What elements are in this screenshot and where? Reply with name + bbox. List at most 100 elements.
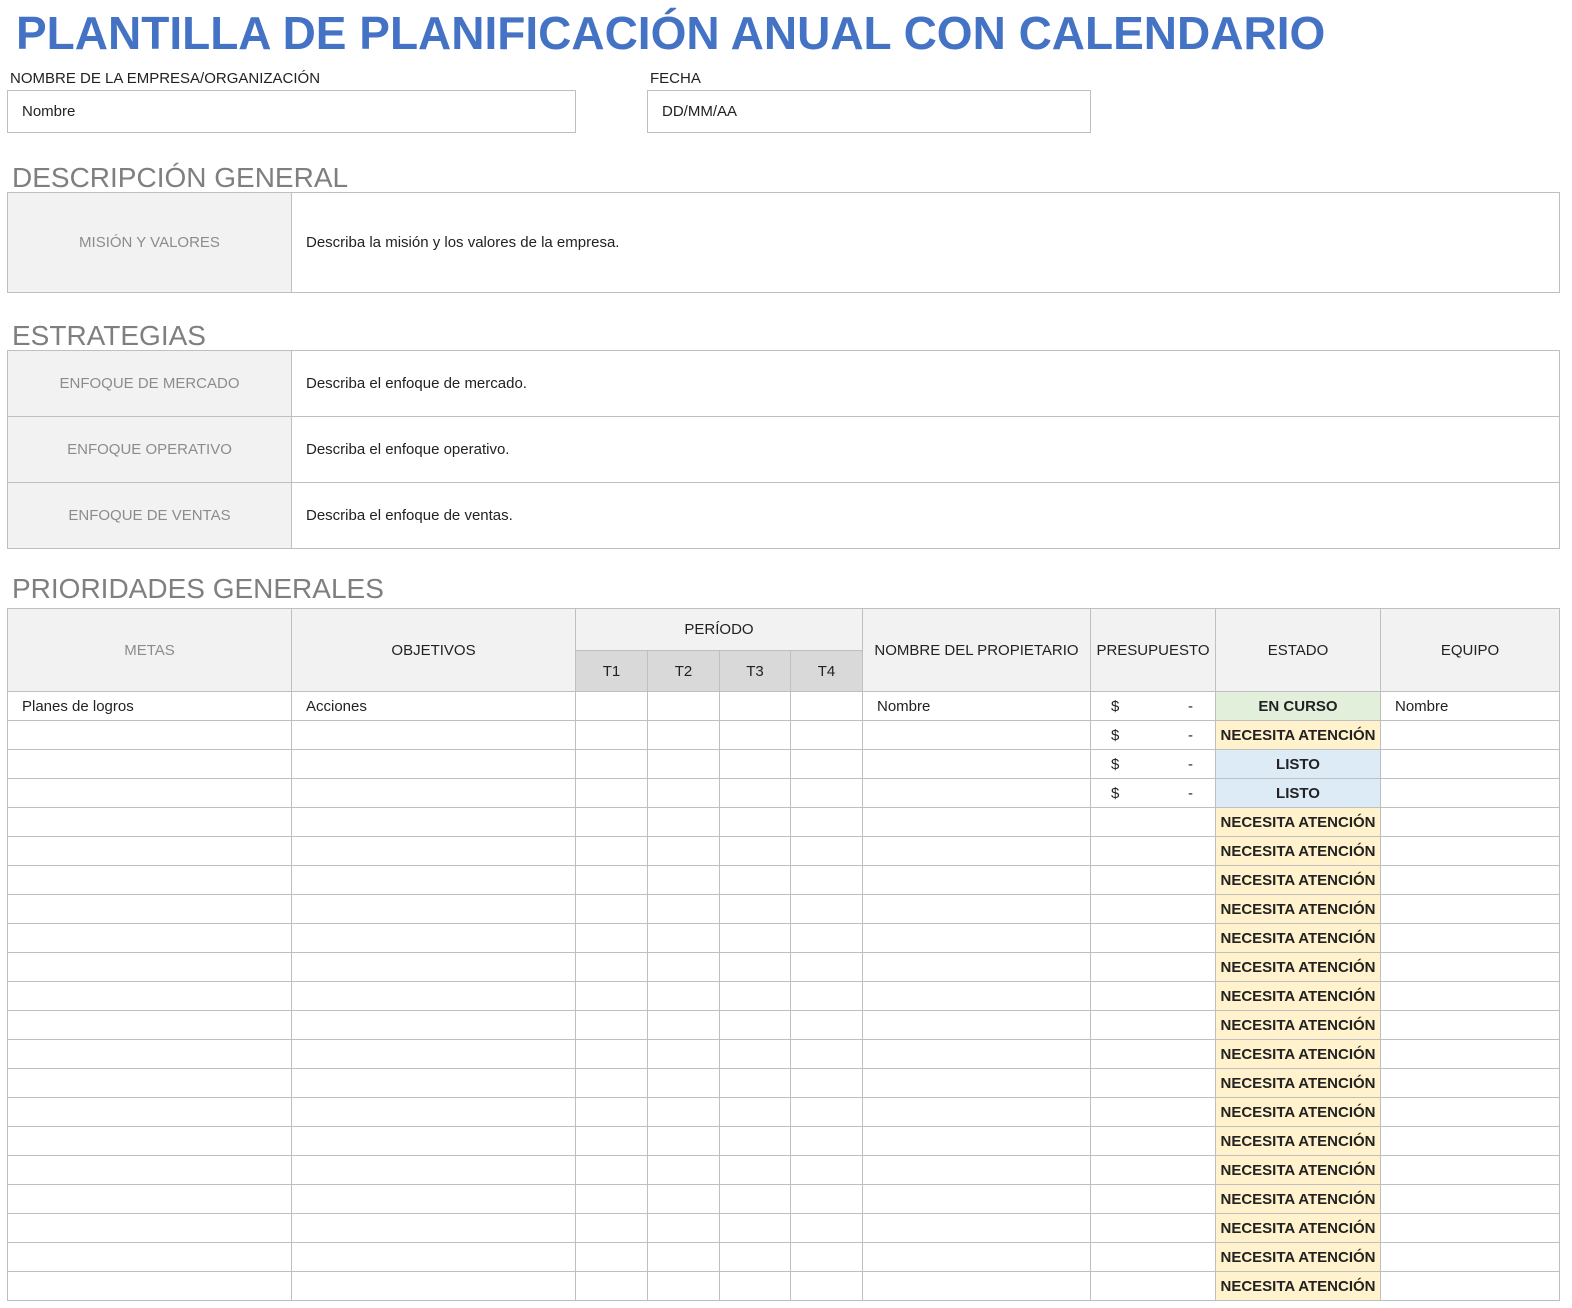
- field-input: DD/MM/AA: [647, 90, 1091, 133]
- budget-cell: [1090, 807, 1216, 837]
- quarter-cell: [575, 1010, 648, 1040]
- status-cell: NECESITA ATENCIÓN: [1215, 1184, 1381, 1214]
- section-heading: ESTRATEGIAS: [12, 320, 206, 351]
- quarter-cell: [719, 720, 791, 750]
- quarter-cell: [719, 749, 791, 779]
- status-cell: NECESITA ATENCIÓN: [1215, 807, 1381, 837]
- quarter-cell: [647, 1155, 720, 1185]
- quarter-cell: [790, 1184, 863, 1214]
- owner-cell: [862, 981, 1091, 1011]
- quarter-cell: [719, 807, 791, 837]
- status-cell: NECESITA ATENCIÓN: [1215, 923, 1381, 953]
- quarter-cell: [790, 1271, 863, 1301]
- quarter-cell: [790, 1155, 863, 1185]
- objective-cell: [291, 923, 576, 953]
- quarter-cell: [719, 1184, 791, 1214]
- team-cell: [1380, 923, 1560, 953]
- quarter-cell: [647, 1213, 720, 1243]
- quarter-cell: [790, 981, 863, 1011]
- goal-cell: [7, 1068, 292, 1098]
- budget-currency: $: [1111, 726, 1120, 744]
- budget-cell: $ -: [1090, 778, 1216, 808]
- owner-cell: [862, 1039, 1091, 1069]
- quarter-cell: [647, 1242, 720, 1272]
- objective-cell: [291, 952, 576, 982]
- status-cell: NECESITA ATENCIÓN: [1215, 1126, 1381, 1156]
- budget-cell: [1090, 952, 1216, 982]
- quarter-cell: [575, 1068, 648, 1098]
- owner-cell: [862, 923, 1091, 953]
- quarter-cell: [575, 923, 648, 953]
- goal-cell: [7, 1039, 292, 1069]
- goal-cell: [7, 749, 292, 779]
- quarter-cell: [575, 1097, 648, 1127]
- team-cell: [1380, 778, 1560, 808]
- budget-cell: [1090, 1039, 1216, 1069]
- goal-cell: [7, 1010, 292, 1040]
- budget-cell: [1090, 1126, 1216, 1156]
- goal-cell: [7, 1155, 292, 1185]
- objective-cell: [291, 1184, 576, 1214]
- row-label: ENFOQUE DE MERCADO: [7, 350, 292, 417]
- quarter-cell: [790, 1097, 863, 1127]
- quarter-cell: [575, 952, 648, 982]
- objective-cell: [291, 865, 576, 895]
- goal-cell: [7, 1271, 292, 1301]
- quarter-cell: [647, 981, 720, 1011]
- row-label: MISIÓN Y VALORES: [7, 192, 292, 293]
- goal-cell: [7, 720, 292, 750]
- quarter-cell: [647, 807, 720, 837]
- budget-cell: [1090, 865, 1216, 895]
- quarter-cell: [575, 836, 648, 866]
- quarter-cell: [790, 807, 863, 837]
- quarter-cell: [790, 865, 863, 895]
- goal-cell: [7, 923, 292, 953]
- quarter-cell: [575, 1126, 648, 1156]
- title: PLANTILLA DE PLANIFICACIÓN ANUAL CON CAL…: [16, 7, 1326, 59]
- goal-cell: [7, 981, 292, 1011]
- column-header: ESTADO: [1215, 608, 1381, 692]
- objective-cell: [291, 894, 576, 924]
- column-header: PERÍODO: [575, 608, 863, 651]
- quarter-cell: [790, 691, 863, 721]
- budget-currency: $: [1111, 755, 1120, 773]
- quarter-cell: [647, 691, 720, 721]
- status-cell: NECESITA ATENCIÓN: [1215, 952, 1381, 982]
- owner-cell: [862, 1068, 1091, 1098]
- quarter-cell: [719, 1213, 791, 1243]
- quarter-cell: [719, 1039, 791, 1069]
- quarter-cell: [647, 952, 720, 982]
- objective-cell: [291, 1155, 576, 1185]
- quarter-cell: [790, 778, 863, 808]
- team-cell: [1380, 807, 1560, 837]
- quarter-cell: [719, 952, 791, 982]
- budget-cell: [1090, 1242, 1216, 1272]
- status-cell: NECESITA ATENCIÓN: [1215, 720, 1381, 750]
- budget-cell: [1090, 1010, 1216, 1040]
- quarter-cell: [790, 1242, 863, 1272]
- quarter-cell: [790, 894, 863, 924]
- quarter-cell: [647, 1068, 720, 1098]
- objective-cell: [291, 981, 576, 1011]
- owner-cell: [862, 778, 1091, 808]
- quarter-cell: [575, 981, 648, 1011]
- owner-cell: [862, 836, 1091, 866]
- owner-cell: [862, 1184, 1091, 1214]
- status-cell: LISTO: [1215, 749, 1381, 779]
- status-cell: NECESITA ATENCIÓN: [1215, 1213, 1381, 1243]
- status-cell: NECESITA ATENCIÓN: [1215, 1271, 1381, 1301]
- team-cell: [1380, 1039, 1560, 1069]
- quarter-cell: [719, 836, 791, 866]
- budget-amount: -: [1188, 755, 1193, 773]
- quarter-cell: [790, 1068, 863, 1098]
- quarter-cell: [647, 778, 720, 808]
- quarter-cell: [719, 778, 791, 808]
- goal-cell: [7, 1097, 292, 1127]
- owner-cell: [862, 1097, 1091, 1127]
- owner-cell: [862, 1126, 1091, 1156]
- owner-cell: [862, 894, 1091, 924]
- column-header: NOMBRE DEL PROPIETARIO: [862, 608, 1091, 692]
- column-header: EQUIPO: [1380, 608, 1560, 692]
- objective-cell: [291, 720, 576, 750]
- owner-cell: [862, 1271, 1091, 1301]
